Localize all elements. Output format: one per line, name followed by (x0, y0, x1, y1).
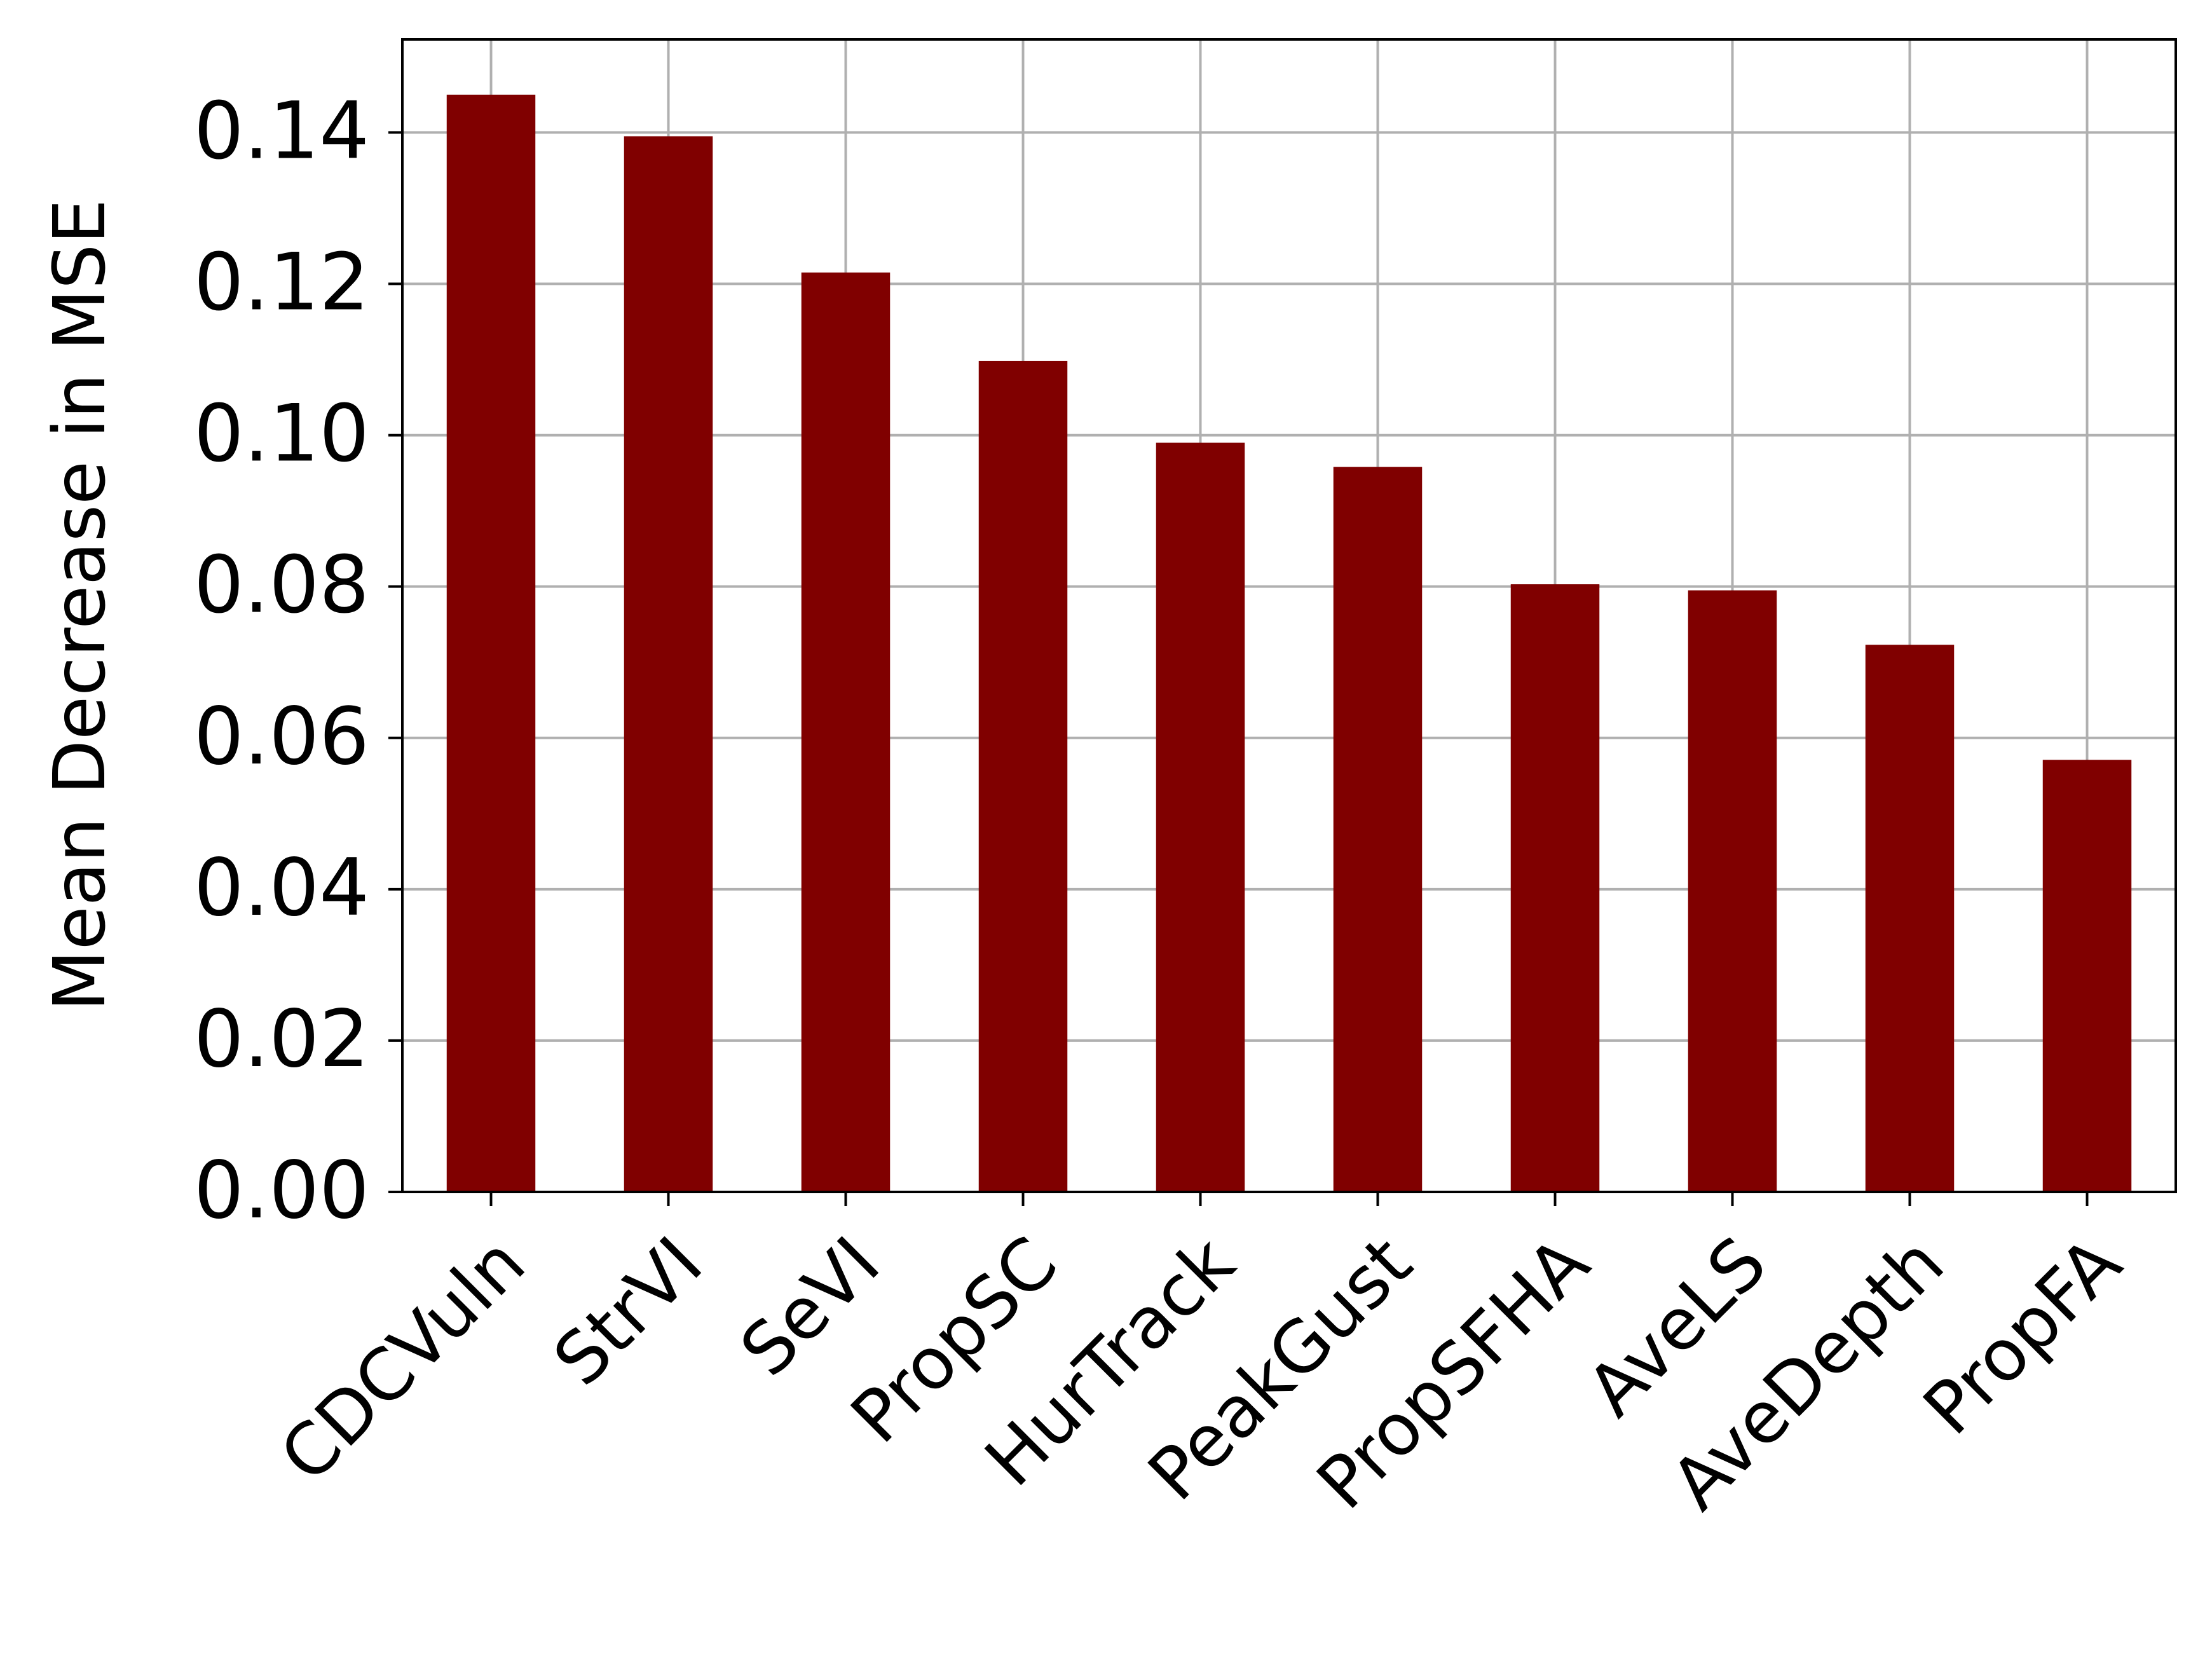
y-tick-label: 0.12 (194, 237, 369, 329)
plot-frame (401, 38, 2177, 1193)
bar-propfa (2042, 760, 2132, 1192)
y-tick-label: 0.00 (194, 1145, 369, 1236)
y-tick-label: 0.10 (194, 388, 369, 480)
y-tick-label: 0.08 (194, 540, 369, 631)
bars (446, 94, 2132, 1193)
y-tick-label: 0.04 (194, 842, 369, 934)
y-axis-label: Mean Decrease in MSE (39, 199, 121, 1011)
axis-ticks (388, 131, 2089, 1206)
bar-cdcvuln (446, 94, 536, 1193)
bar-strvi (624, 136, 713, 1193)
bar-avedepth (1865, 645, 1955, 1192)
bar-propsc (978, 360, 1068, 1192)
y-tick-label: 0.14 (194, 85, 369, 177)
y-tick-labels: 0.00 0.02 0.04 0.06 0.08 0.10 0.12 0.14 (194, 85, 369, 1236)
bar-hurtrack (1156, 442, 1245, 1192)
y-tick-label: 0.06 (194, 691, 369, 783)
bar-avels (1688, 590, 1777, 1192)
y-tick-label: 0.02 (194, 994, 369, 1085)
bar-propsfha (1510, 584, 1600, 1192)
bar-peakgust (1333, 467, 1423, 1192)
bar-sevi (801, 272, 891, 1192)
